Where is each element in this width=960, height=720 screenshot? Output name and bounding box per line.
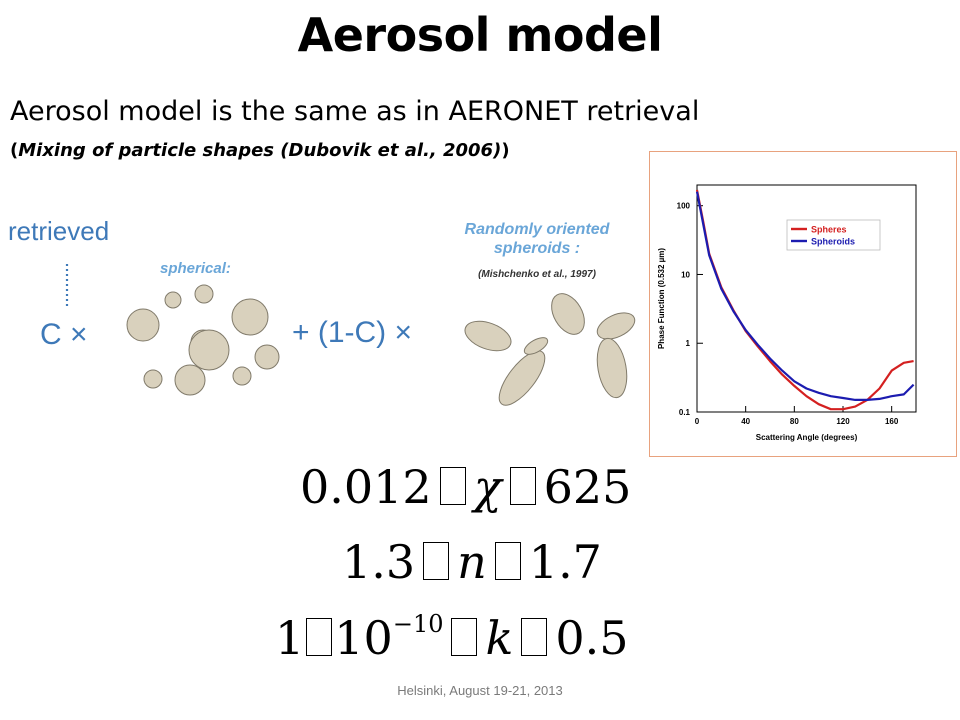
eq3-left-a: 1 [275, 611, 305, 665]
eq3-symbol-box-0 [306, 618, 333, 656]
x-tick-label: 0 [695, 417, 700, 426]
equation-size-parameter: 0.012 χ 625 [300, 460, 631, 514]
x-tick-label: 80 [790, 417, 799, 426]
y-tick-label: 10 [681, 270, 690, 279]
equation-real-index: 1.3 n 1.7 [342, 535, 602, 589]
slide-title: Aerosol model [297, 8, 663, 62]
phase-function-chart: 100 10 1 0.1 0 40 80 120 160 Scattering Angle (de… [657, 184, 917, 442]
citation-text: Mixing of particle shapes (Dubovik et al… [18, 140, 502, 161]
retrieved-label: retrieved [8, 216, 110, 246]
eq3-exponent: −10 [392, 610, 444, 638]
x-tick-label: 160 [885, 417, 899, 426]
eq2-symbol-box-1 [423, 542, 450, 580]
eq3-right: 0.5 [555, 611, 629, 665]
footer: Helsinki, August 19-21, 2013 [397, 683, 563, 698]
citation-open-paren: ( [10, 140, 19, 161]
spheres-illustration [126, 284, 280, 396]
eq2-symbol-box-2 [494, 542, 521, 580]
eq3-symbol-box-2 [521, 618, 548, 656]
eq1-symbol-box-2 [509, 467, 536, 505]
x-axis-label: Scattering Angle (degrees) [756, 433, 858, 442]
spheroids-illustration [464, 293, 636, 406]
spheroids-label-line2: spheroids : [493, 240, 581, 257]
series-line-spheroids [695, 191, 915, 401]
spheroids-citation: (Mishchenko et al., 1997) [478, 269, 596, 280]
spherical-label: spherical: [160, 260, 231, 277]
equation-imag-index: 1 10−10 k 0.5 [275, 610, 629, 665]
subtitle: Aerosol model is the same as in AERONET … [10, 96, 700, 127]
eq1-symbol-box-1 [439, 467, 466, 505]
plot-frame [696, 184, 917, 413]
eq3-left-b: 10 [334, 611, 393, 665]
x-tick-label: 120 [836, 417, 850, 426]
eq2-var: n [457, 535, 487, 589]
spheroids-label: Randomly oriented spheroids : [442, 220, 632, 258]
phase-function-figure: 100 10 1 0.1 0 40 80 120 160 Scattering Angle (de… [649, 151, 957, 457]
eq1-var: χ [473, 460, 502, 514]
c-times-label: C × [40, 318, 88, 351]
eq2-right: 1.7 [528, 535, 602, 589]
y-tick-label: 1 [686, 339, 691, 348]
x-tick-label: 40 [741, 417, 750, 426]
dotted-connector [65, 264, 69, 308]
citation: (Mixing of particle shapes (Dubovik et a… [10, 140, 510, 161]
eq1-right: 625 [543, 460, 632, 514]
y-axis-label: Phase Function (0.532 µm) [657, 248, 666, 349]
y-tick-label: 0.1 [679, 408, 691, 417]
legend-label: Spheroids [811, 237, 855, 247]
spheroids-label-line1: Randomly oriented [464, 221, 610, 238]
eq3-var: k [485, 611, 514, 665]
citation-close-paren: ) [501, 140, 510, 161]
eq1-left: 0.012 [300, 460, 432, 514]
eq3-symbol-box-1 [451, 618, 478, 656]
y-tick-label: 100 [677, 202, 691, 211]
legend-label: Spheres [811, 225, 847, 235]
legend-box [786, 219, 881, 251]
one-minus-c-label: + (1-C) × [292, 316, 413, 349]
eq2-left: 1.3 [342, 535, 416, 589]
